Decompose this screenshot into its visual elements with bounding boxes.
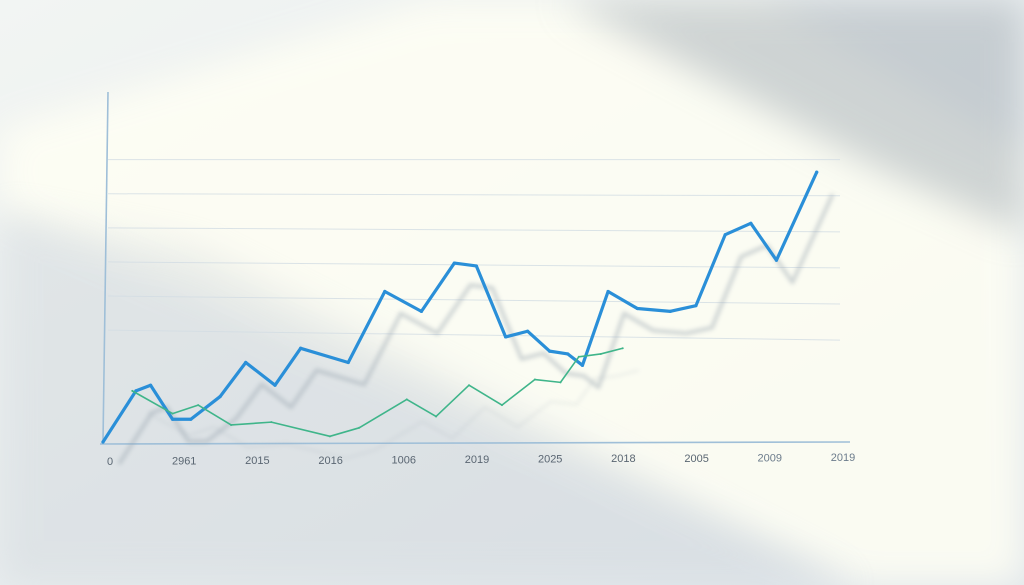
- series-1-point-10: [383, 289, 387, 294]
- x-tick-label: 2016: [318, 455, 342, 467]
- series-shadows: [117, 193, 835, 466]
- series-2-point-2: [197, 404, 200, 407]
- series-1-point-6: [244, 360, 248, 365]
- series-1-shadow: [117, 193, 835, 466]
- series-2-point-1: [171, 412, 174, 415]
- series-1-point-25: [774, 258, 779, 262]
- x-tick-label: 2961: [172, 456, 196, 468]
- series-1-point-21: [668, 309, 672, 313]
- x-tick-labels: 0 2961 2015 2016 1006 2019 2025 2018 2005 2009 201…: [107, 452, 855, 468]
- series-1-point-11: [419, 309, 424, 313]
- series-2-point-8: [435, 415, 438, 418]
- x-tick-label: 0: [107, 456, 113, 468]
- series-1-point-12: [452, 261, 456, 265]
- series-2-point-13: [577, 355, 580, 358]
- series-1-point-15: [525, 329, 530, 333]
- series-2-point-14: [599, 352, 602, 355]
- series-2-point-5: [328, 435, 331, 438]
- x-axis: [99, 441, 851, 445]
- series-2-point-4: [270, 421, 273, 424]
- series-1-point-18: [580, 363, 585, 367]
- series-2-line: [131, 347, 624, 438]
- series-2-point-3: [230, 423, 233, 426]
- series-1-point-2: [148, 383, 153, 387]
- series-2-point-9: [468, 384, 470, 387]
- gridline: [107, 329, 841, 341]
- series-2-point-7: [405, 398, 408, 401]
- gridline: [107, 295, 841, 305]
- x-tick-label: 2009: [758, 452, 782, 464]
- x-tick-label: 2018: [611, 453, 635, 465]
- series-1-point-14: [504, 335, 508, 339]
- gridline: [107, 193, 841, 197]
- series-1-point-8: [299, 346, 303, 350]
- series-lines: [101, 170, 819, 444]
- series-2-point-11: [533, 378, 536, 381]
- gridline: [107, 227, 841, 233]
- series-1-point-20: [635, 306, 639, 311]
- series-1-point-24: [749, 221, 753, 225]
- x-tick-label: 1006: [392, 454, 416, 466]
- series-1-point-13: [474, 264, 478, 268]
- series-1-point-22: [694, 304, 698, 308]
- series-1-point-19: [606, 289, 610, 294]
- series-1-point-0: [101, 440, 105, 444]
- x-tick-label: 2025: [538, 454, 562, 466]
- x-tick-label: 2015: [245, 455, 269, 467]
- series-1-point-5: [218, 394, 222, 399]
- series-1-point-23: [723, 233, 727, 237]
- series-1-point-3: [170, 417, 175, 421]
- gridlines: [107, 159, 841, 341]
- series-1-point-26: [815, 170, 819, 174]
- x-tick-label: 2019: [465, 454, 489, 466]
- series-2-shadow: [147, 369, 639, 460]
- series-1-point-17: [566, 352, 570, 356]
- series-1-point-9: [346, 360, 350, 365]
- series-2-point-0: [131, 389, 134, 392]
- shadow-bottom-left: [0, 210, 860, 585]
- shadow-top-right: [560, 0, 1024, 235]
- series-2-point-15: [621, 347, 624, 350]
- series-1-point-16: [547, 349, 552, 353]
- y-axis: [102, 91, 109, 443]
- series-2-point-10: [500, 404, 503, 407]
- x-tick-label: 2019: [831, 452, 855, 464]
- series-1-point-4: [189, 417, 193, 421]
- series-2-point-12: [559, 381, 562, 384]
- series-2-point-6: [358, 426, 361, 429]
- x-tick-label: 2005: [684, 453, 708, 465]
- series-1-point-7: [273, 383, 277, 387]
